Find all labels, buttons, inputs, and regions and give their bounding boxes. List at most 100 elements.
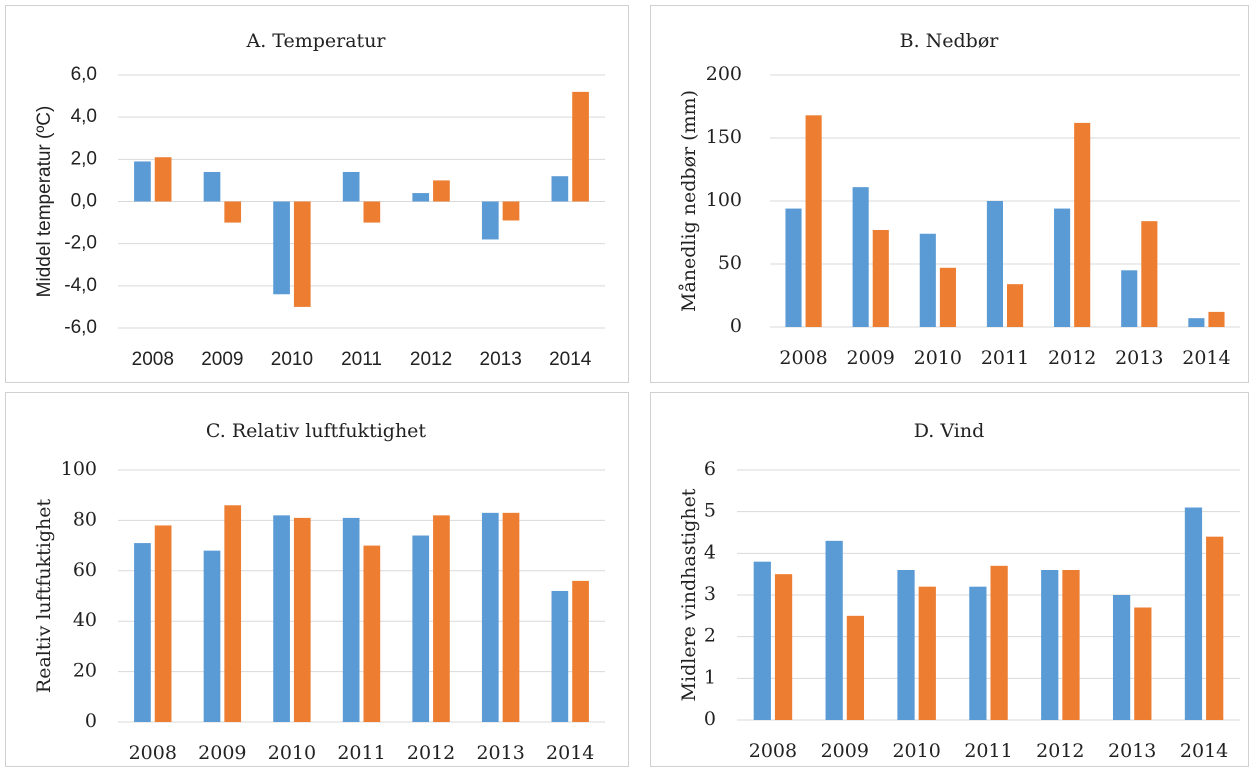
y-tick-label: 150 [706,126,742,148]
y-tick-label: 50 [718,252,742,274]
bar [154,525,172,722]
bar [433,515,450,722]
x-tick-label: 2009 [847,347,895,369]
bar [805,115,822,327]
bar [551,176,569,202]
x-tick-label: 2008 [132,349,174,370]
y-tick-label: 3 [704,583,716,605]
bar [134,543,151,722]
x-tick-label: 2010 [914,347,962,369]
bar [969,586,987,720]
bar [293,517,311,722]
bar [551,590,569,722]
y-tick-label: 4 [704,541,716,563]
bar [918,586,936,720]
panel [5,392,629,767]
bar [1208,311,1225,327]
bar [897,570,915,720]
y-axis-label: Månedlig nedbør (mm) [678,90,700,312]
chart-title: C. Relativ luftfuktighet [206,420,426,442]
x-tick-label: 2010 [892,740,940,762]
bar [134,161,151,202]
x-tick-label: 2014 [549,349,592,370]
y-tick-label: 200 [706,63,742,85]
bar [154,157,172,202]
bar [939,267,956,327]
bar [986,201,1003,327]
y-tick-label: 100 [706,189,742,211]
bar [1121,270,1138,327]
x-tick-label: 2013 [1108,740,1156,762]
bar [1062,570,1080,720]
x-tick-label: 2013 [1115,347,1163,369]
x-tick-label: 2010 [268,742,316,764]
panel [5,5,629,383]
bar [224,505,242,722]
y-tick-label: 100 [61,458,97,480]
x-tick-label: 2008 [779,347,827,369]
y-axis-label: Midlere vindhastighet [678,488,700,701]
bar [852,187,869,327]
bar [919,233,936,327]
y-tick-label: 2,0 [71,148,97,169]
bar [1074,122,1091,327]
bar [273,515,290,722]
bar [872,229,889,327]
bar [1141,221,1158,327]
bar [293,201,311,307]
x-tick-label: 2012 [410,349,452,370]
y-tick-label: 40 [73,609,97,631]
bar [774,574,793,720]
x-tick-label: 2012 [407,742,455,764]
bar [1007,284,1024,327]
chart-title: D. Vind [914,420,985,442]
y-tick-label: 2 [704,625,716,647]
bar [203,550,221,722]
x-tick-label: 2013 [476,742,524,764]
bar [273,201,290,295]
x-tick-label: 2014 [1182,347,1230,369]
bar [481,512,499,722]
x-tick-label: 2014 [546,742,594,764]
y-axis-label: Middel temperatur (ºC) [34,106,55,298]
bar [572,91,589,202]
y-tick-label: 6,0 [71,64,97,85]
y-tick-label: 1 [704,666,716,688]
x-tick-label: 2011 [341,349,382,370]
bar [412,535,430,722]
bar [481,201,499,240]
bar [785,208,802,327]
bar [342,171,360,202]
bar [363,201,381,223]
bar [1054,208,1071,327]
x-tick-label: 2009 [821,740,869,762]
bar [1206,536,1224,720]
bar [1134,607,1152,720]
chart-title: B. Nedbør [900,30,1000,52]
x-tick-label: 2012 [1048,347,1096,369]
x-tick-label: 2008 [749,740,797,762]
y-tick-label: -2,0 [64,233,97,254]
x-tick-label: 2012 [1036,740,1084,762]
x-tick-label: 2011 [964,740,1012,762]
bar [502,512,520,722]
bar [990,565,1008,720]
panel [650,392,1249,767]
bar [1188,318,1205,327]
chart-title: A. Temperatur [245,30,386,52]
bar [502,201,520,221]
x-tick-label: 2010 [271,349,313,370]
y-tick-label: 60 [73,559,97,581]
y-tick-label: 0 [704,708,716,730]
y-tick-label: 5 [704,500,716,522]
bar [572,580,589,722]
x-tick-label: 2011 [981,347,1029,369]
y-tick-label: 0 [85,710,97,732]
bar [224,201,242,223]
bar [342,517,360,722]
bar [1112,595,1131,720]
bar [846,615,865,720]
y-tick-label: 20 [73,660,97,682]
bar [203,171,221,202]
